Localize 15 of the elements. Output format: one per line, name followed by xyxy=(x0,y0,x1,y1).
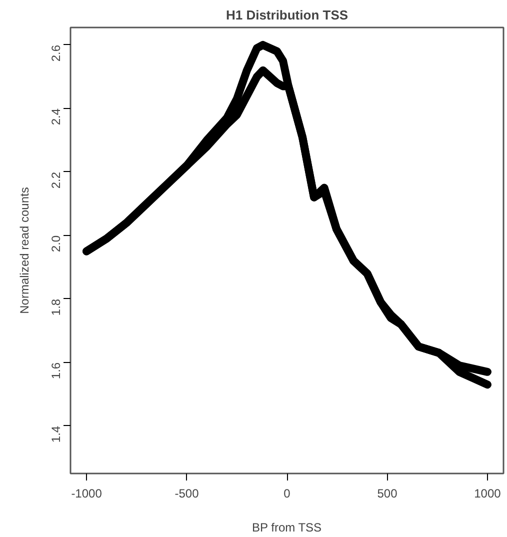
y-tick-label: 2.0 xyxy=(49,235,63,252)
y-tick-label: 2.6 xyxy=(49,44,63,62)
x-tick-label: -1000 xyxy=(71,486,102,500)
y-tick-label: 2.2 xyxy=(49,172,63,189)
y-tick-label: 1.8 xyxy=(49,298,63,316)
y-tick-label: 1.6 xyxy=(49,362,63,380)
chart-title: H1 Distribution TSS xyxy=(226,8,348,22)
x-tick-label: 1000 xyxy=(474,486,502,500)
x-tick-label: 0 xyxy=(284,486,291,500)
x-tick-label: -500 xyxy=(174,486,200,500)
x-axis-title: BP from TSS xyxy=(252,520,322,534)
x-tick-label: 500 xyxy=(377,486,398,500)
y-tick-label: 2.4 xyxy=(49,108,63,126)
y-axis-title: Normalized read counts xyxy=(18,187,32,314)
y-tick-label: 1.4 xyxy=(49,426,63,443)
